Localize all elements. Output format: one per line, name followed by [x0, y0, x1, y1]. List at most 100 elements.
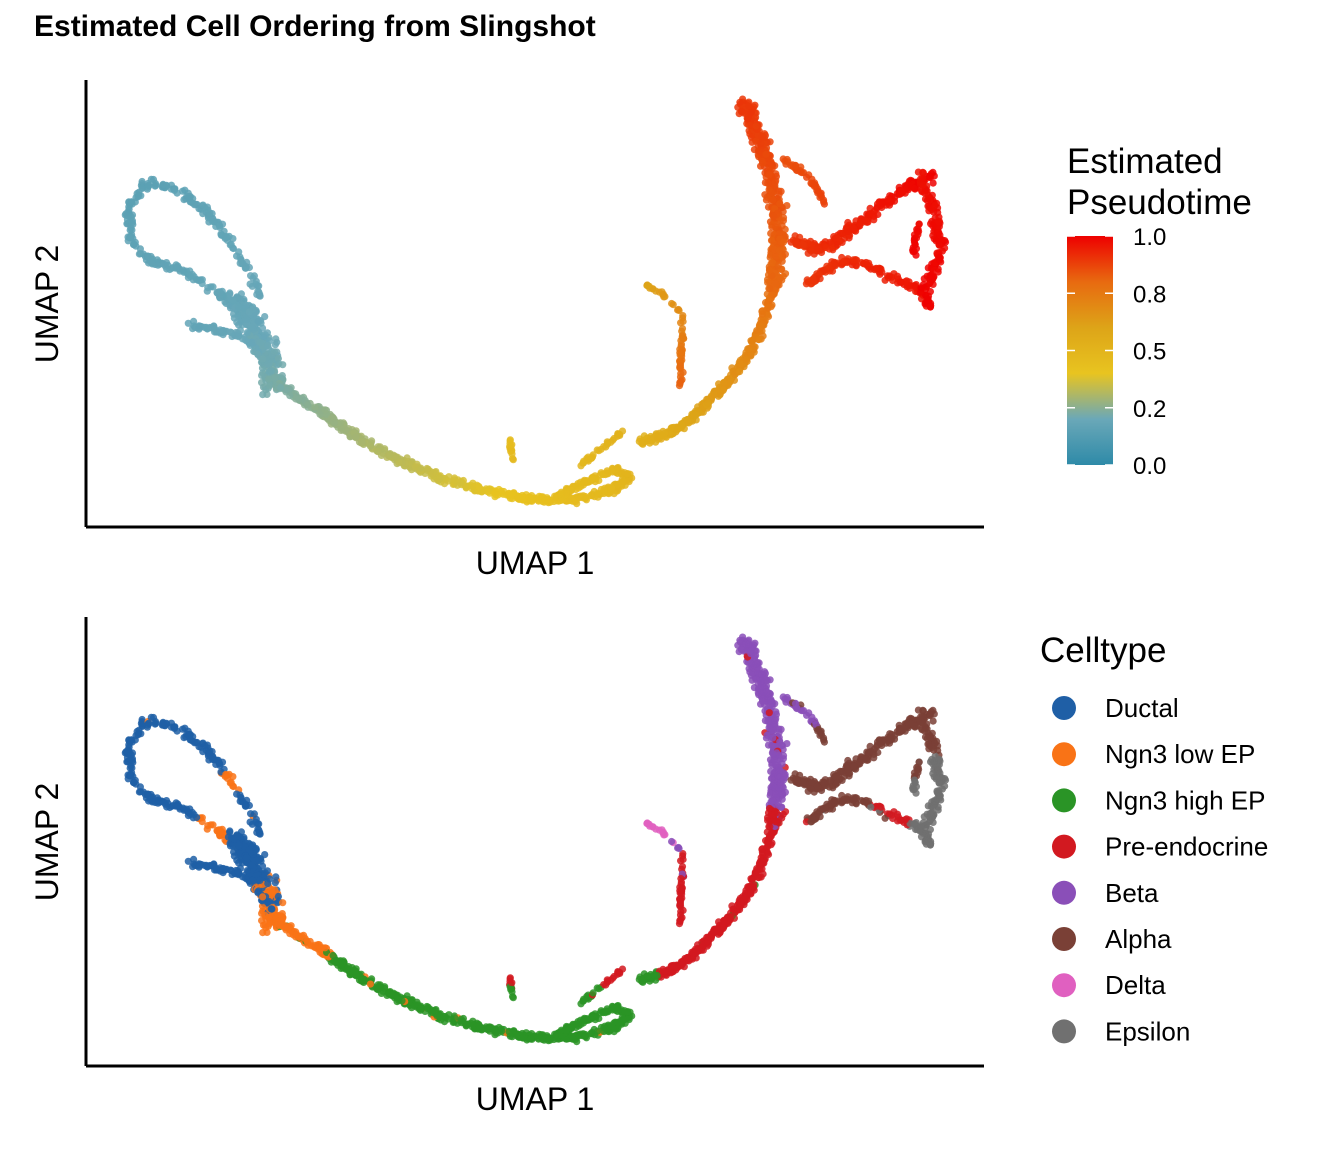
cell-point [872, 264, 880, 272]
cell-point [765, 171, 773, 179]
cell-point [736, 906, 744, 914]
cell-point [528, 1030, 536, 1038]
cell-point [146, 258, 154, 266]
cell-point [675, 306, 683, 315]
cell-point [765, 266, 774, 275]
cell-point [237, 256, 245, 264]
cell-point [814, 726, 823, 734]
cell-point [589, 451, 597, 459]
cell-point [850, 224, 858, 232]
cell-point [135, 191, 143, 199]
cell-point [840, 257, 848, 265]
cell-point [736, 898, 745, 906]
cell-point [769, 829, 777, 837]
cell-point [457, 479, 465, 487]
cell-point [769, 797, 777, 805]
cell-point [250, 810, 258, 818]
cell-point [304, 401, 312, 409]
cell-point [498, 1027, 506, 1035]
cell-point [508, 450, 516, 458]
cell-point [173, 264, 181, 272]
cell-point [923, 297, 932, 305]
cell-point [595, 985, 603, 993]
cell-point [677, 342, 685, 350]
cell-point [321, 406, 329, 414]
cell-point [764, 841, 772, 849]
cell-point [826, 776, 834, 784]
cell-point [915, 220, 923, 228]
cell-point [610, 972, 618, 981]
cell-point [747, 875, 755, 883]
cell-point [607, 484, 616, 492]
cell-point [762, 688, 770, 696]
cell-point [580, 1015, 588, 1024]
cell-point [186, 272, 195, 280]
cell-point [822, 243, 830, 252]
cell-point [929, 179, 937, 187]
cell-point [216, 288, 224, 296]
cell-point [644, 820, 652, 828]
cell-point [329, 951, 337, 960]
cell-point [258, 324, 267, 332]
cell-point [752, 651, 760, 660]
cell-point [277, 912, 285, 920]
cell-point [649, 285, 657, 293]
cell-point [866, 742, 874, 751]
cell-point [661, 429, 669, 437]
cell-point [873, 741, 881, 750]
cell-point [519, 1034, 527, 1042]
cell-point [766, 823, 774, 831]
cell-point [127, 213, 135, 221]
cell-point [245, 846, 253, 854]
cell-point [242, 316, 251, 324]
cell-point [926, 303, 934, 311]
cell-point [227, 240, 235, 248]
cell-point [866, 204, 874, 212]
cell-point [152, 719, 160, 728]
cell-point [199, 739, 207, 747]
cell-point [180, 268, 188, 276]
cell-point [679, 312, 687, 320]
colorbar-title-line-2: Pseudotime [1067, 183, 1252, 222]
cell-point [595, 476, 603, 485]
cell-point [928, 206, 936, 214]
cell-point [144, 721, 152, 729]
cell-point [720, 378, 728, 386]
cell-point [758, 322, 766, 330]
cell-point [128, 218, 136, 227]
cell-point [764, 278, 772, 286]
cell-point [677, 915, 685, 923]
cell-point [274, 892, 282, 901]
cell-point [884, 195, 892, 203]
cell-point [619, 477, 627, 486]
cell-point [757, 139, 765, 147]
cell-point [534, 1035, 543, 1043]
cell-point [781, 232, 789, 241]
cell-point [767, 767, 775, 776]
cell-point [271, 341, 279, 349]
cell-point [610, 434, 618, 443]
cell-point [807, 785, 815, 793]
cell-point [429, 1007, 437, 1015]
cell-point [204, 822, 212, 830]
cell-point [753, 865, 761, 873]
colorbar-tick-label: 1.0 [1133, 224, 1166, 251]
cell-point [728, 902, 736, 910]
cell-point [755, 335, 763, 344]
cell-point [816, 275, 824, 283]
cell-point [624, 470, 632, 478]
cell-point [506, 437, 514, 445]
cell-point [653, 433, 661, 442]
cell-point [772, 280, 780, 288]
cell-point [534, 497, 543, 505]
cell-point [254, 350, 262, 358]
cell-point [941, 244, 949, 252]
cell-point [580, 477, 588, 486]
cell-point [927, 272, 935, 280]
cell-point [160, 260, 168, 268]
cell-point [235, 859, 243, 867]
cell-point [198, 818, 206, 826]
cell-point [211, 325, 219, 333]
cell-point [769, 196, 777, 204]
